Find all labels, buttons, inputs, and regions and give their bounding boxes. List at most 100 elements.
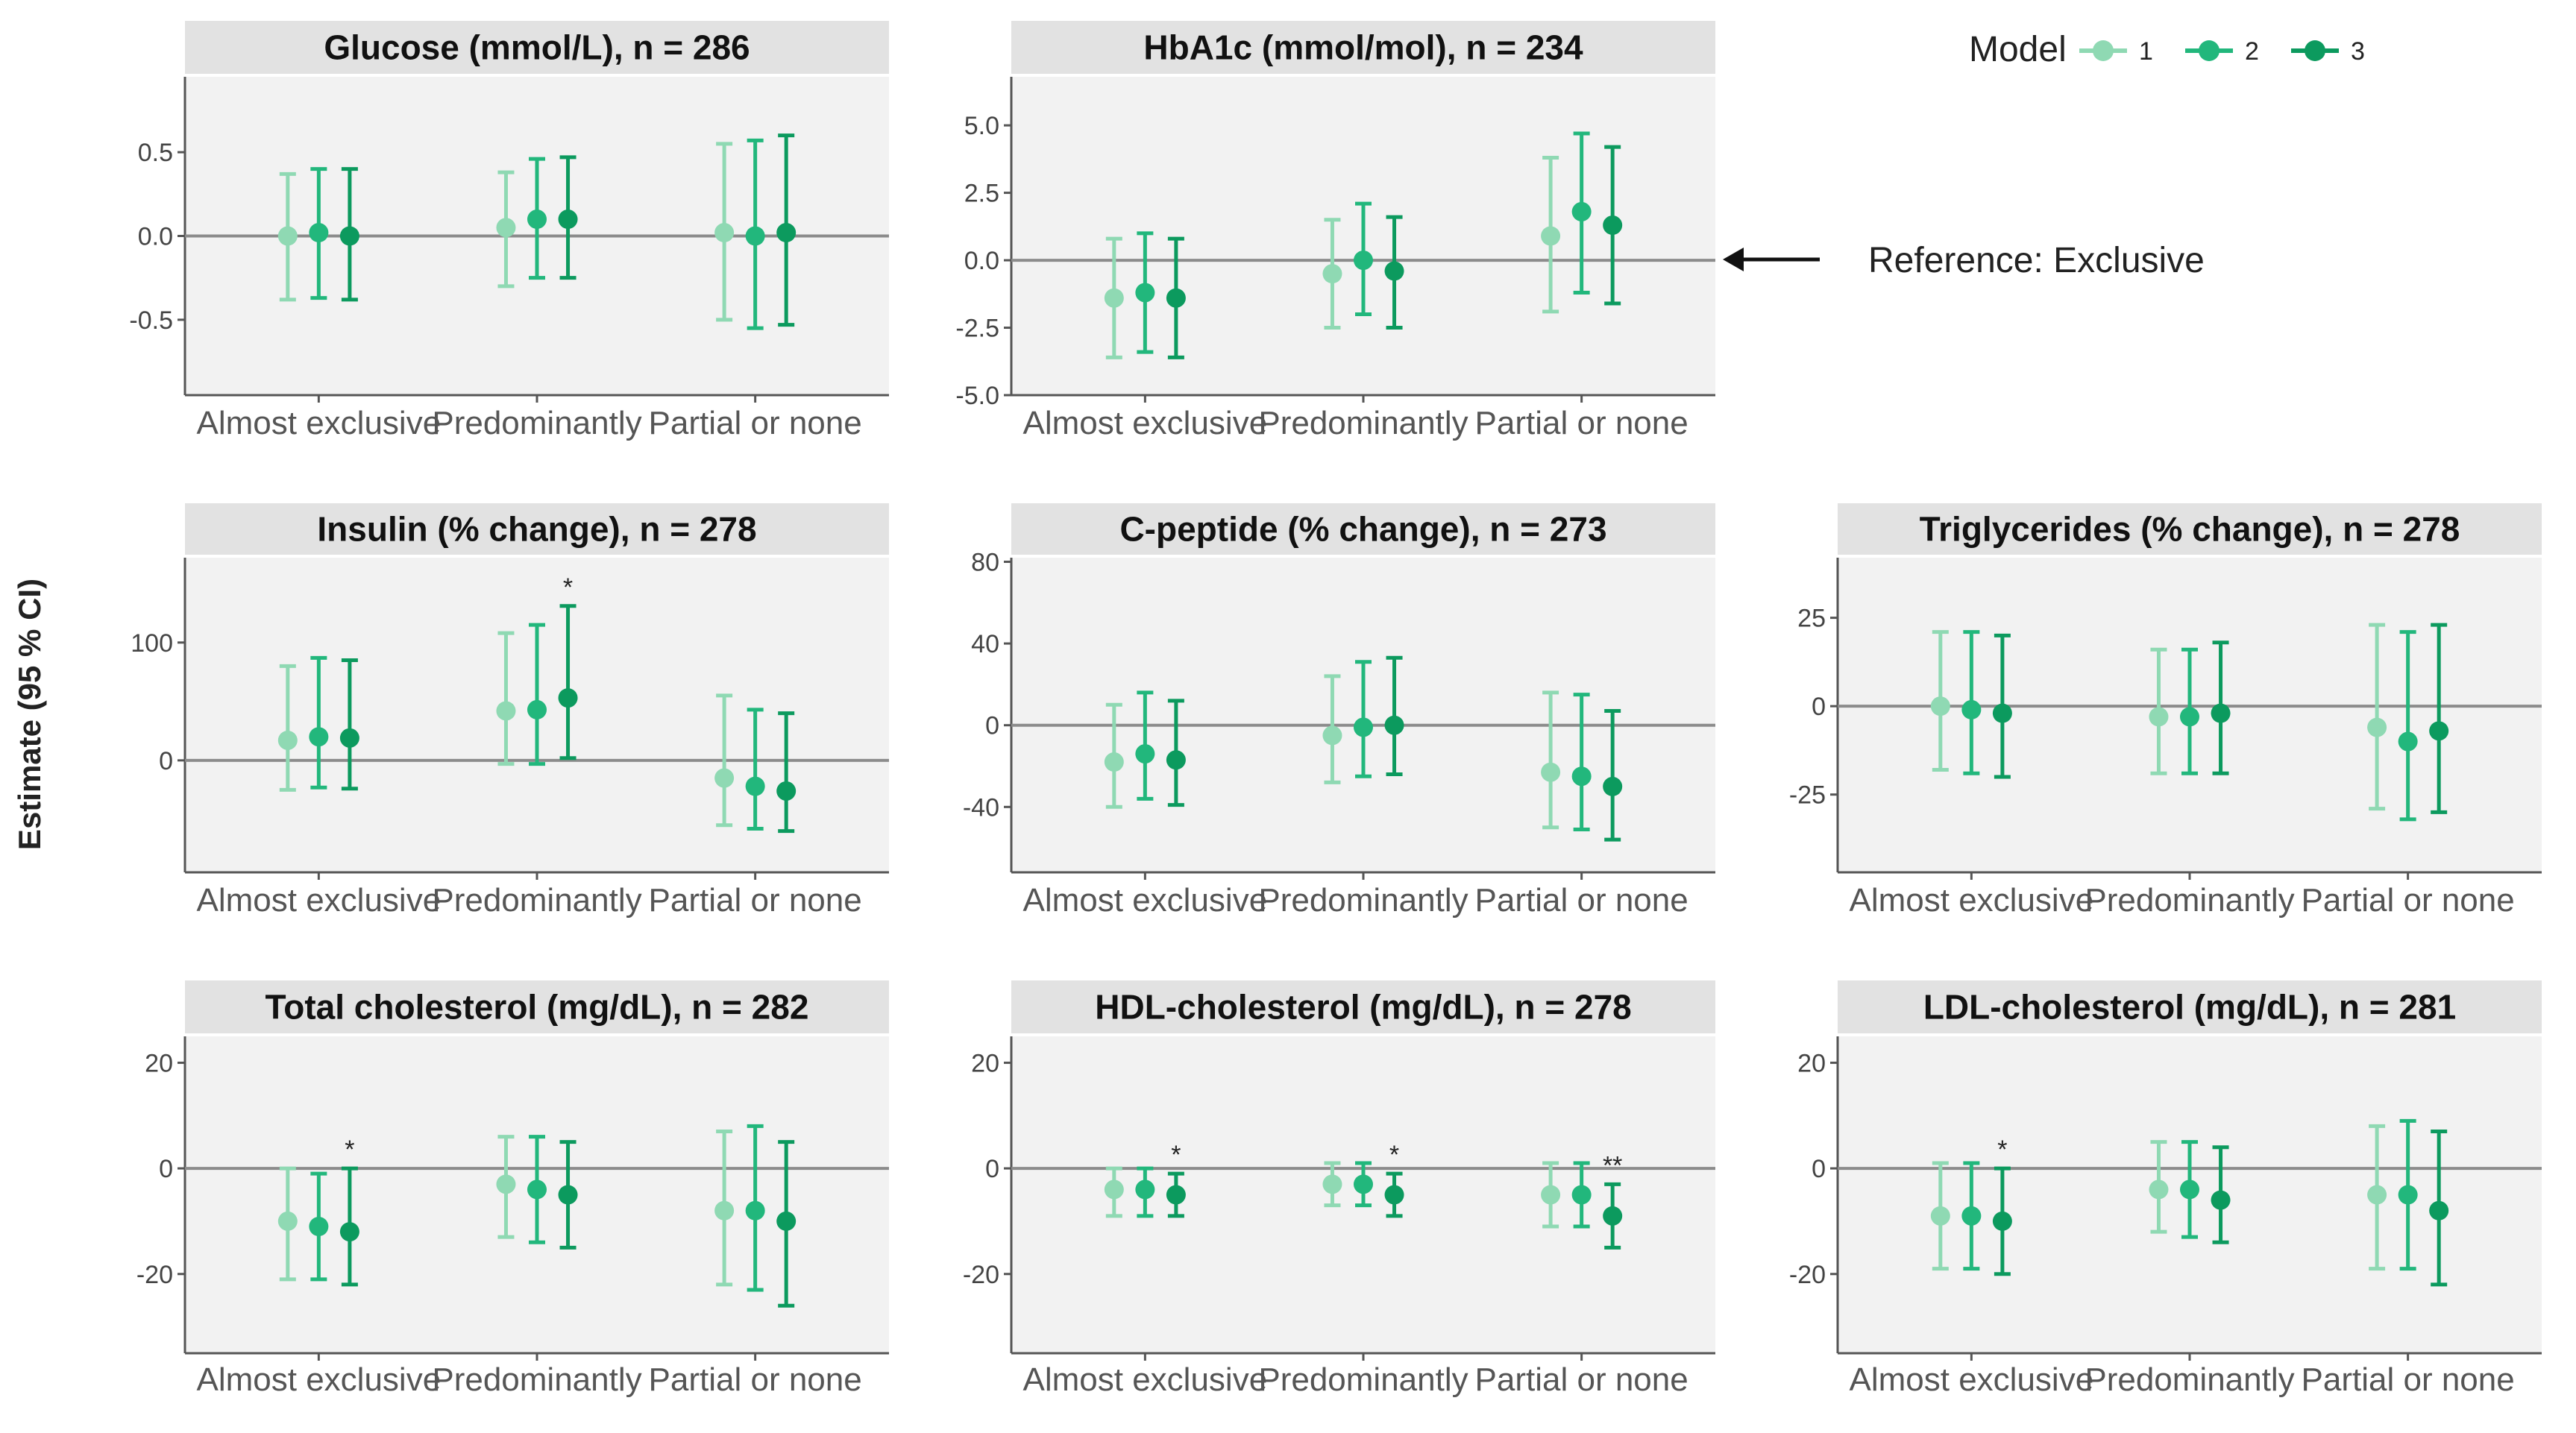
y-tick-label: -25 <box>1789 781 1826 810</box>
x-tick-label: Predominantly <box>432 882 641 919</box>
reference-label: Reference: Exclusive <box>1868 241 2205 280</box>
significance-mark: * <box>1997 1136 2007 1164</box>
estimate-point-model-1 <box>714 768 735 788</box>
estimate-point-model-2 <box>745 226 765 246</box>
significance-mark: * <box>1171 1141 1181 1169</box>
estimate-point-model-3 <box>558 210 578 230</box>
y-tick-label: 2.5 <box>964 180 999 208</box>
estimate-point-model-1 <box>1322 725 1342 746</box>
estimate-point-model-3 <box>1384 1185 1404 1205</box>
estimate-point-model-2 <box>527 1180 547 1200</box>
estimate-point-model-1 <box>2149 1180 2169 1200</box>
estimate-point-model-1 <box>1930 1206 1950 1226</box>
x-tick-label: Predominantly <box>1258 1361 1468 1398</box>
estimate-point-model-1 <box>1104 752 1124 772</box>
y-axis-label: Estimate (95 % CI) <box>12 578 47 851</box>
estimate-point-model-3 <box>339 1222 359 1242</box>
x-tick-label: Predominantly <box>432 1361 641 1398</box>
estimate-point-model-3 <box>1992 1211 2012 1231</box>
estimate-point-model-2 <box>1571 766 1592 787</box>
chart-panel-6: Total cholesterol (mg/dL), n = 282 20 0 -20… <box>136 980 889 1398</box>
legend-key-marker <box>2093 40 2114 61</box>
x-tick-label: Almost exclusive <box>197 405 442 441</box>
estimate-point-model-2 <box>1135 283 1155 303</box>
estimate-point-model-2 <box>1961 1206 1982 1226</box>
legend: Model 1 2 3 <box>1969 30 2365 69</box>
legend-title: Model <box>1969 30 2067 69</box>
panel-title-strip <box>1011 21 1715 74</box>
y-tick-label: 0 <box>1812 693 1826 721</box>
estimate-point-model-2 <box>1961 699 1982 719</box>
x-tick-label: Partial or none <box>649 405 862 441</box>
panel-title: Insulin (% change), n = 278 <box>317 510 756 549</box>
chart-panel-5: Triglycerides (% change), n = 278 25 0 -25 A… <box>1789 503 2542 919</box>
x-tick-label: Almost exclusive <box>197 882 442 919</box>
estimate-point-model-3 <box>1603 215 1623 236</box>
chart-panel-3: Insulin (% change), n = 278 100 0 Almost ex… <box>131 503 889 919</box>
estimate-point-model-1 <box>277 1211 298 1231</box>
estimate-point-model-2 <box>2180 707 2199 727</box>
estimate-point-model-1 <box>714 223 735 243</box>
estimate-point-model-2 <box>1354 251 1373 271</box>
estimate-point-model-1 <box>277 730 298 750</box>
x-tick-label: Predominantly <box>2085 882 2294 919</box>
estimate-point-model-2 <box>1354 717 1373 737</box>
estimate-point-model-2 <box>527 699 547 719</box>
reference-annotation: Reference: Exclusive <box>1723 241 2205 280</box>
y-tick-label: 5.0 <box>964 112 999 140</box>
y-tick-label: 0.5 <box>138 139 173 167</box>
y-tick-label: 0 <box>985 712 999 740</box>
x-tick-label: Almost exclusive <box>1850 882 2094 919</box>
estimate-point-model-1 <box>1541 226 1561 246</box>
y-tick-label: 20 <box>971 1049 999 1077</box>
estimate-point-model-1 <box>2149 707 2169 727</box>
y-tick-label: 0 <box>985 1155 999 1183</box>
estimate-point-model-3 <box>776 781 797 801</box>
legend-entry-label: 1 <box>2139 37 2153 66</box>
estimate-point-model-1 <box>1541 762 1561 782</box>
y-tick-label: 0.0 <box>138 223 173 251</box>
legend-entry-label: 3 <box>2351 37 2365 66</box>
estimate-point-model-2 <box>1135 1180 1155 1200</box>
x-tick-label: Predominantly <box>2085 1361 2294 1398</box>
y-tick-label: 100 <box>131 629 173 658</box>
estimate-point-model-3 <box>339 728 359 748</box>
estimate-point-model-3 <box>1603 776 1623 796</box>
estimate-point-model-3 <box>776 223 797 243</box>
estimate-point-model-1 <box>1322 1174 1342 1194</box>
significance-mark: * <box>1389 1141 1399 1169</box>
estimate-point-model-2 <box>1571 1185 1592 1205</box>
estimate-point-model-3 <box>2211 1190 2231 1210</box>
estimate-point-model-3 <box>339 226 359 246</box>
estimate-point-model-2 <box>309 1217 329 1236</box>
estimate-point-model-1 <box>277 226 298 246</box>
estimate-point-model-1 <box>1930 696 1950 716</box>
chart-panel-1: Glucose (mmol/L), n = 286 0.5 0.0 -0.5 Almos… <box>129 21 889 441</box>
x-tick-label: Partial or none <box>649 882 862 919</box>
x-tick-label: Partial or none <box>2302 1361 2515 1398</box>
x-tick-label: Predominantly <box>1258 882 1468 919</box>
estimate-point-model-1 <box>1541 1185 1561 1205</box>
arrow-head-icon <box>1723 248 1744 271</box>
estimate-point-model-1 <box>496 218 516 238</box>
legend-key-marker <box>2305 40 2325 61</box>
estimate-point-model-3 <box>1992 703 2012 723</box>
panel-title-strip <box>185 503 889 555</box>
y-tick-label: 0.0 <box>964 247 999 275</box>
estimate-point-model-3 <box>2429 721 2449 741</box>
estimate-point-model-1 <box>2367 717 2387 737</box>
y-tick-label: 20 <box>145 1049 173 1077</box>
chart-panel-7: HDL-cholesterol (mg/dL), n = 278 20 0 -20 Al… <box>963 980 1715 1398</box>
panel-title-strip <box>185 21 889 74</box>
estimate-point-model-2 <box>1571 201 1592 221</box>
estimate-point-model-3 <box>1166 750 1186 770</box>
y-tick-label: 25 <box>1797 605 1826 633</box>
estimate-point-model-2 <box>745 776 765 796</box>
x-tick-label: Partial or none <box>649 1361 862 1398</box>
estimate-point-model-2 <box>309 727 329 747</box>
y-tick-label: -5.0 <box>955 382 999 410</box>
estimate-point-model-2 <box>1354 1174 1373 1194</box>
estimate-point-model-1 <box>2367 1185 2387 1205</box>
y-tick-label: 0 <box>159 1155 173 1183</box>
